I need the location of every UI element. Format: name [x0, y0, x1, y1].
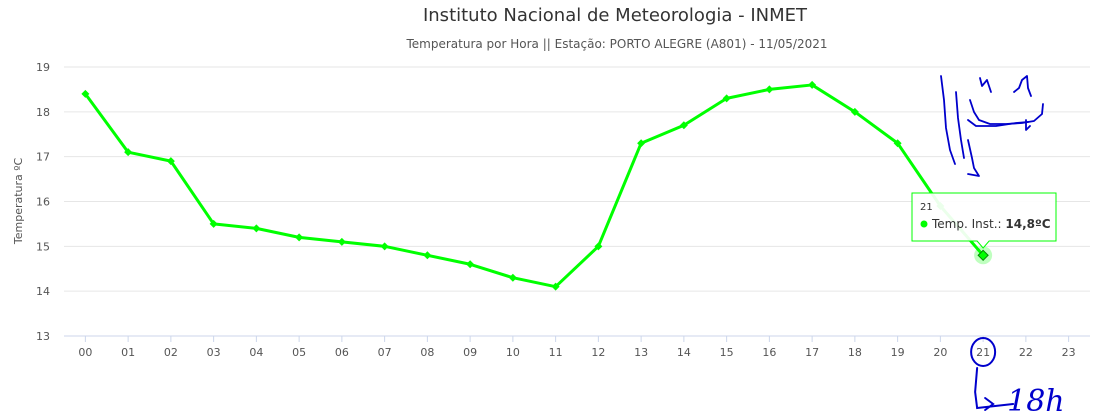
x-tick-label: 04: [249, 346, 263, 359]
pen-stroke: [940, 75, 956, 165]
x-tick-label: 20: [933, 346, 947, 359]
x-tick-label: 16: [762, 346, 776, 359]
circle-around-21: [970, 337, 997, 367]
pen-stroke: [1013, 75, 1032, 97]
data-point[interactable]: [594, 242, 603, 251]
data-point[interactable]: [977, 249, 989, 262]
data-point[interactable]: [423, 251, 432, 260]
x-tick-label: 12: [591, 346, 605, 359]
tooltip: 21 Temp. Inst.: 14,8ºC: [911, 192, 1057, 249]
tooltip-category: 21: [920, 202, 933, 213]
y-tick-label: 14: [36, 285, 50, 298]
data-point[interactable]: [508, 273, 517, 282]
x-tick-label: 11: [549, 346, 563, 359]
x-axis-ticks: 00 01 02 03 04 05 06 07 08 09 10 11 12 13 14 15 16 17 18 19…: [78, 336, 1076, 359]
x-tick-label: 21: [976, 346, 990, 359]
x-tick-label: 23: [1062, 346, 1076, 359]
data-point[interactable]: [551, 282, 560, 291]
handwritten-label: 18h: [1007, 384, 1065, 413]
x-tick-label: 19: [891, 346, 905, 359]
x-tick-label: 05: [292, 346, 306, 359]
y-tick-label: 19: [36, 61, 50, 74]
y-tick-label: 18: [36, 106, 50, 119]
x-tick-label: 13: [634, 346, 648, 359]
tooltip-text: Temp. Inst.: 14,8ºC: [931, 217, 1051, 231]
x-tick-label: 10: [506, 346, 520, 359]
y-tick-label: 16: [36, 196, 50, 209]
tooltip-label: Temp. Inst.:: [931, 217, 1005, 231]
data-point[interactable]: [679, 121, 688, 130]
x-tick-label: 09: [463, 346, 477, 359]
pen-stroke: [967, 119, 1029, 127]
pen-stroke: [955, 91, 965, 159]
chart-subtitle: Temperatura por Hora || Estação: PORTO A…: [405, 37, 827, 51]
data-point[interactable]: [337, 237, 346, 246]
handwritten-annotation: 18h: [940, 75, 1065, 413]
chart-title: Instituto Nacional de Meteorologia - INM…: [423, 5, 808, 26]
x-tick-label: 03: [207, 346, 221, 359]
x-tick-label: 08: [420, 346, 434, 359]
x-tick-label: 15: [720, 346, 734, 359]
x-tick-label: 14: [677, 346, 691, 359]
y-tick-label: 15: [36, 240, 50, 253]
pen-stroke: [979, 77, 992, 93]
x-tick-label: 06: [335, 346, 349, 359]
data-point[interactable]: [765, 85, 774, 94]
y-tick-label: 13: [36, 330, 50, 343]
data-point[interactable]: [850, 107, 859, 116]
data-point[interactable]: [466, 260, 475, 269]
pen-stroke: [1025, 119, 1031, 131]
data-point[interactable]: [808, 80, 817, 89]
x-tick-label: 22: [1019, 346, 1033, 359]
pen-stroke: [967, 139, 980, 177]
pen-arrowhead: [984, 397, 995, 411]
series-temperature: [81, 80, 993, 291]
x-tick-label: 17: [805, 346, 819, 359]
x-tick-label: 00: [78, 346, 92, 359]
data-point[interactable]: [166, 157, 175, 166]
x-tick-label: 07: [378, 346, 392, 359]
data-point[interactable]: [81, 89, 90, 98]
series-line: [84, 83, 985, 289]
tooltip-series-dot: [920, 220, 928, 228]
y-axis-title: Temperatura ºC: [12, 158, 25, 246]
data-point[interactable]: [722, 94, 731, 103]
tooltip-box: [911, 192, 1057, 249]
x-tick-label: 18: [848, 346, 862, 359]
x-tick-label: 02: [164, 346, 178, 359]
y-tick-label: 17: [36, 151, 50, 164]
x-tick-label: 01: [121, 346, 135, 359]
data-point[interactable]: [380, 242, 389, 251]
data-point[interactable]: [209, 219, 218, 228]
data-point[interactable]: [893, 139, 902, 148]
data-point[interactable]: [252, 224, 261, 233]
data-point[interactable]: [637, 139, 646, 148]
tooltip-value: 14,8ºC: [1005, 217, 1050, 231]
data-point[interactable]: [295, 233, 304, 242]
data-point[interactable]: [124, 148, 133, 157]
grid-lines: [64, 66, 1090, 337]
y-axis-ticks: 13 14 15 16 17 18 19: [36, 61, 50, 343]
pen-arrow: [974, 367, 1015, 410]
